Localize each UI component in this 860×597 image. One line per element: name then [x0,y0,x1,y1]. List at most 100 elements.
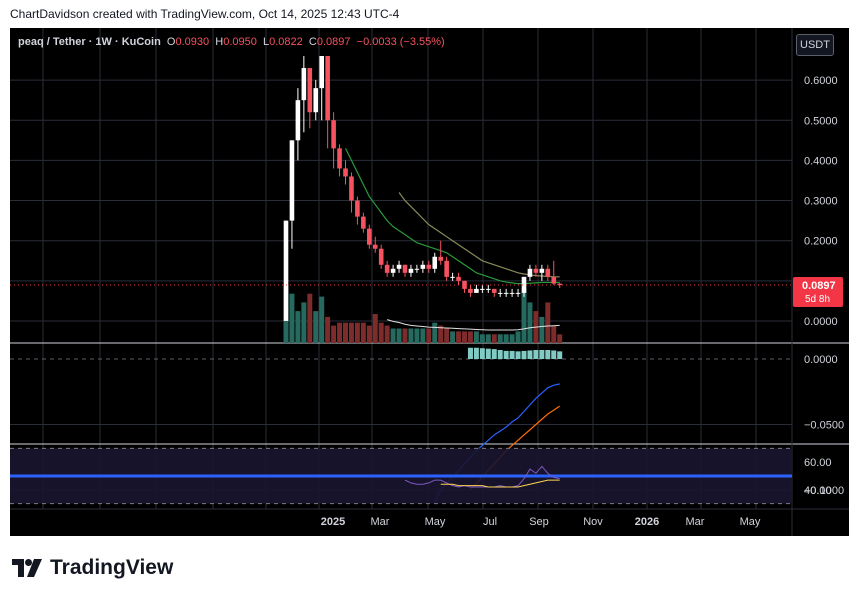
macd-hist-bar-36 [497,350,503,359]
y-tick-main-1: 0.5000 [804,115,838,127]
candle-body-24 [426,264,432,269]
volume-bar-9 [337,322,343,343]
candle-body-14 [367,228,372,245]
candle-body-4 [307,68,313,113]
volume-bar-44 [545,302,551,343]
x-tick-3: Jul [483,516,497,528]
macd-hist-bar-42 [533,350,539,359]
macd-hist-bar-44 [545,350,551,359]
chart-canvas[interactable]: 0.60000.50000.40000.30000.20000.10000.00… [10,28,849,536]
candle-body-46 [557,283,562,285]
volume-bar-7 [325,316,331,343]
volume-bar-37 [503,334,509,343]
volume-bar-32 [473,331,479,343]
macd-hist-bar-39 [515,351,521,359]
last-price-badge-value: 0.0897 [802,280,836,292]
volume-bar-19 [396,328,402,343]
volume-bar-21 [408,328,414,343]
candle-body-43 [539,268,545,273]
candle-body-33 [480,288,485,290]
tradingview-brand-text: TradingView [50,556,174,579]
volume-bar-14 [366,325,372,343]
volume-bar-24 [426,328,432,343]
candle-body-7 [325,56,330,121]
legend-high-value: 0.0950 [223,36,257,48]
volume-bar-35 [491,334,497,343]
candle-body-32 [474,288,479,293]
volume-bar-6 [319,296,325,343]
candle-body-17 [384,264,390,273]
volume-bar-41 [527,302,533,343]
volume-bar-4 [307,293,313,343]
candle-body-26 [438,256,443,261]
volume-bar-36 [497,334,503,343]
candle-body-19 [396,264,402,269]
rsi-line [404,465,560,488]
legend-high-label: H [215,36,224,48]
volume-bar-27 [444,328,450,343]
macd-hist-bar-45 [551,350,557,359]
candle-body-2 [295,100,301,141]
candle-body-29 [456,276,461,281]
candle-body-25 [432,256,438,269]
candle-body-9 [337,148,342,169]
chart-legend: peaq / Tether · 1W · KuCoin O0.0930 H0.0… [18,36,445,48]
volume-bar-23 [420,328,426,343]
candle-body-1 [289,140,295,221]
macd-hist-bar-35 [491,349,497,359]
volume-bar-18 [390,328,396,343]
x-tick-6: 2026 [635,516,659,528]
volume-bar-8 [331,325,337,343]
legend-low-value: 0.0822 [269,36,303,48]
volume-bar-17 [384,325,390,343]
candle-body-35 [491,288,497,293]
volume-bar-12 [354,322,360,343]
chart-frame[interactable]: 0.60000.50000.40000.30000.20000.10000.00… [10,28,849,536]
candle-body-22 [414,268,420,270]
last-price-badge [793,276,843,307]
volume-bar-34 [485,334,491,343]
candle-body-12 [355,200,360,217]
candle-body-20 [402,264,408,273]
x-tick-8: May [740,516,761,528]
candle-body-15 [372,244,378,249]
volume-bar-2 [295,311,301,343]
volume-bar-13 [360,322,366,343]
last-price-badge-countdown: 5d 8h [805,294,830,305]
volume-bar-10 [343,322,348,343]
legend-close-label: C [308,36,317,48]
volume-bar-11 [348,322,354,343]
candle-body-18 [390,268,396,273]
x-tick-1: Mar [371,516,390,528]
candle-body-3 [301,68,307,101]
candle-body-13 [361,216,366,229]
volume-bar-26 [438,325,444,343]
legend-close-value: 0.0897 [316,36,351,48]
volume-bar-5 [313,311,319,343]
candle-body-11 [349,176,354,201]
macd-hist-bar-40 [521,350,527,359]
tradingview-logo-icon [12,559,42,577]
volume-bar-25 [432,322,438,343]
y-tick-rsi-1: 40.00 [804,485,832,497]
candle-body-5 [313,88,319,113]
candle-body-40 [521,276,527,293]
volume-bar-30 [462,331,467,343]
volume-bar-43 [539,316,545,343]
y-tick-macd-2: −0.1000 [804,485,844,497]
legend-change: −0.0033 (−3.55%) [356,36,445,48]
y-tick-main-6: 0.0000 [804,316,838,328]
candle-body-37 [503,292,509,294]
candle-body-23 [420,264,426,269]
volume-bar-40 [521,287,527,343]
candle-body-45 [551,276,557,284]
ema-long-line [398,192,560,278]
volume-bar-33 [479,334,485,343]
currency-button[interactable]: USDT [796,34,834,56]
legend-symbol: peaq / Tether · 1W · KuCoin [18,36,161,48]
macd-hist-bar-41 [527,350,533,359]
volume-bar-1 [289,293,295,343]
volume-bar-31 [467,331,473,343]
candle-body-31 [468,288,473,293]
candle-body-39 [515,292,521,294]
